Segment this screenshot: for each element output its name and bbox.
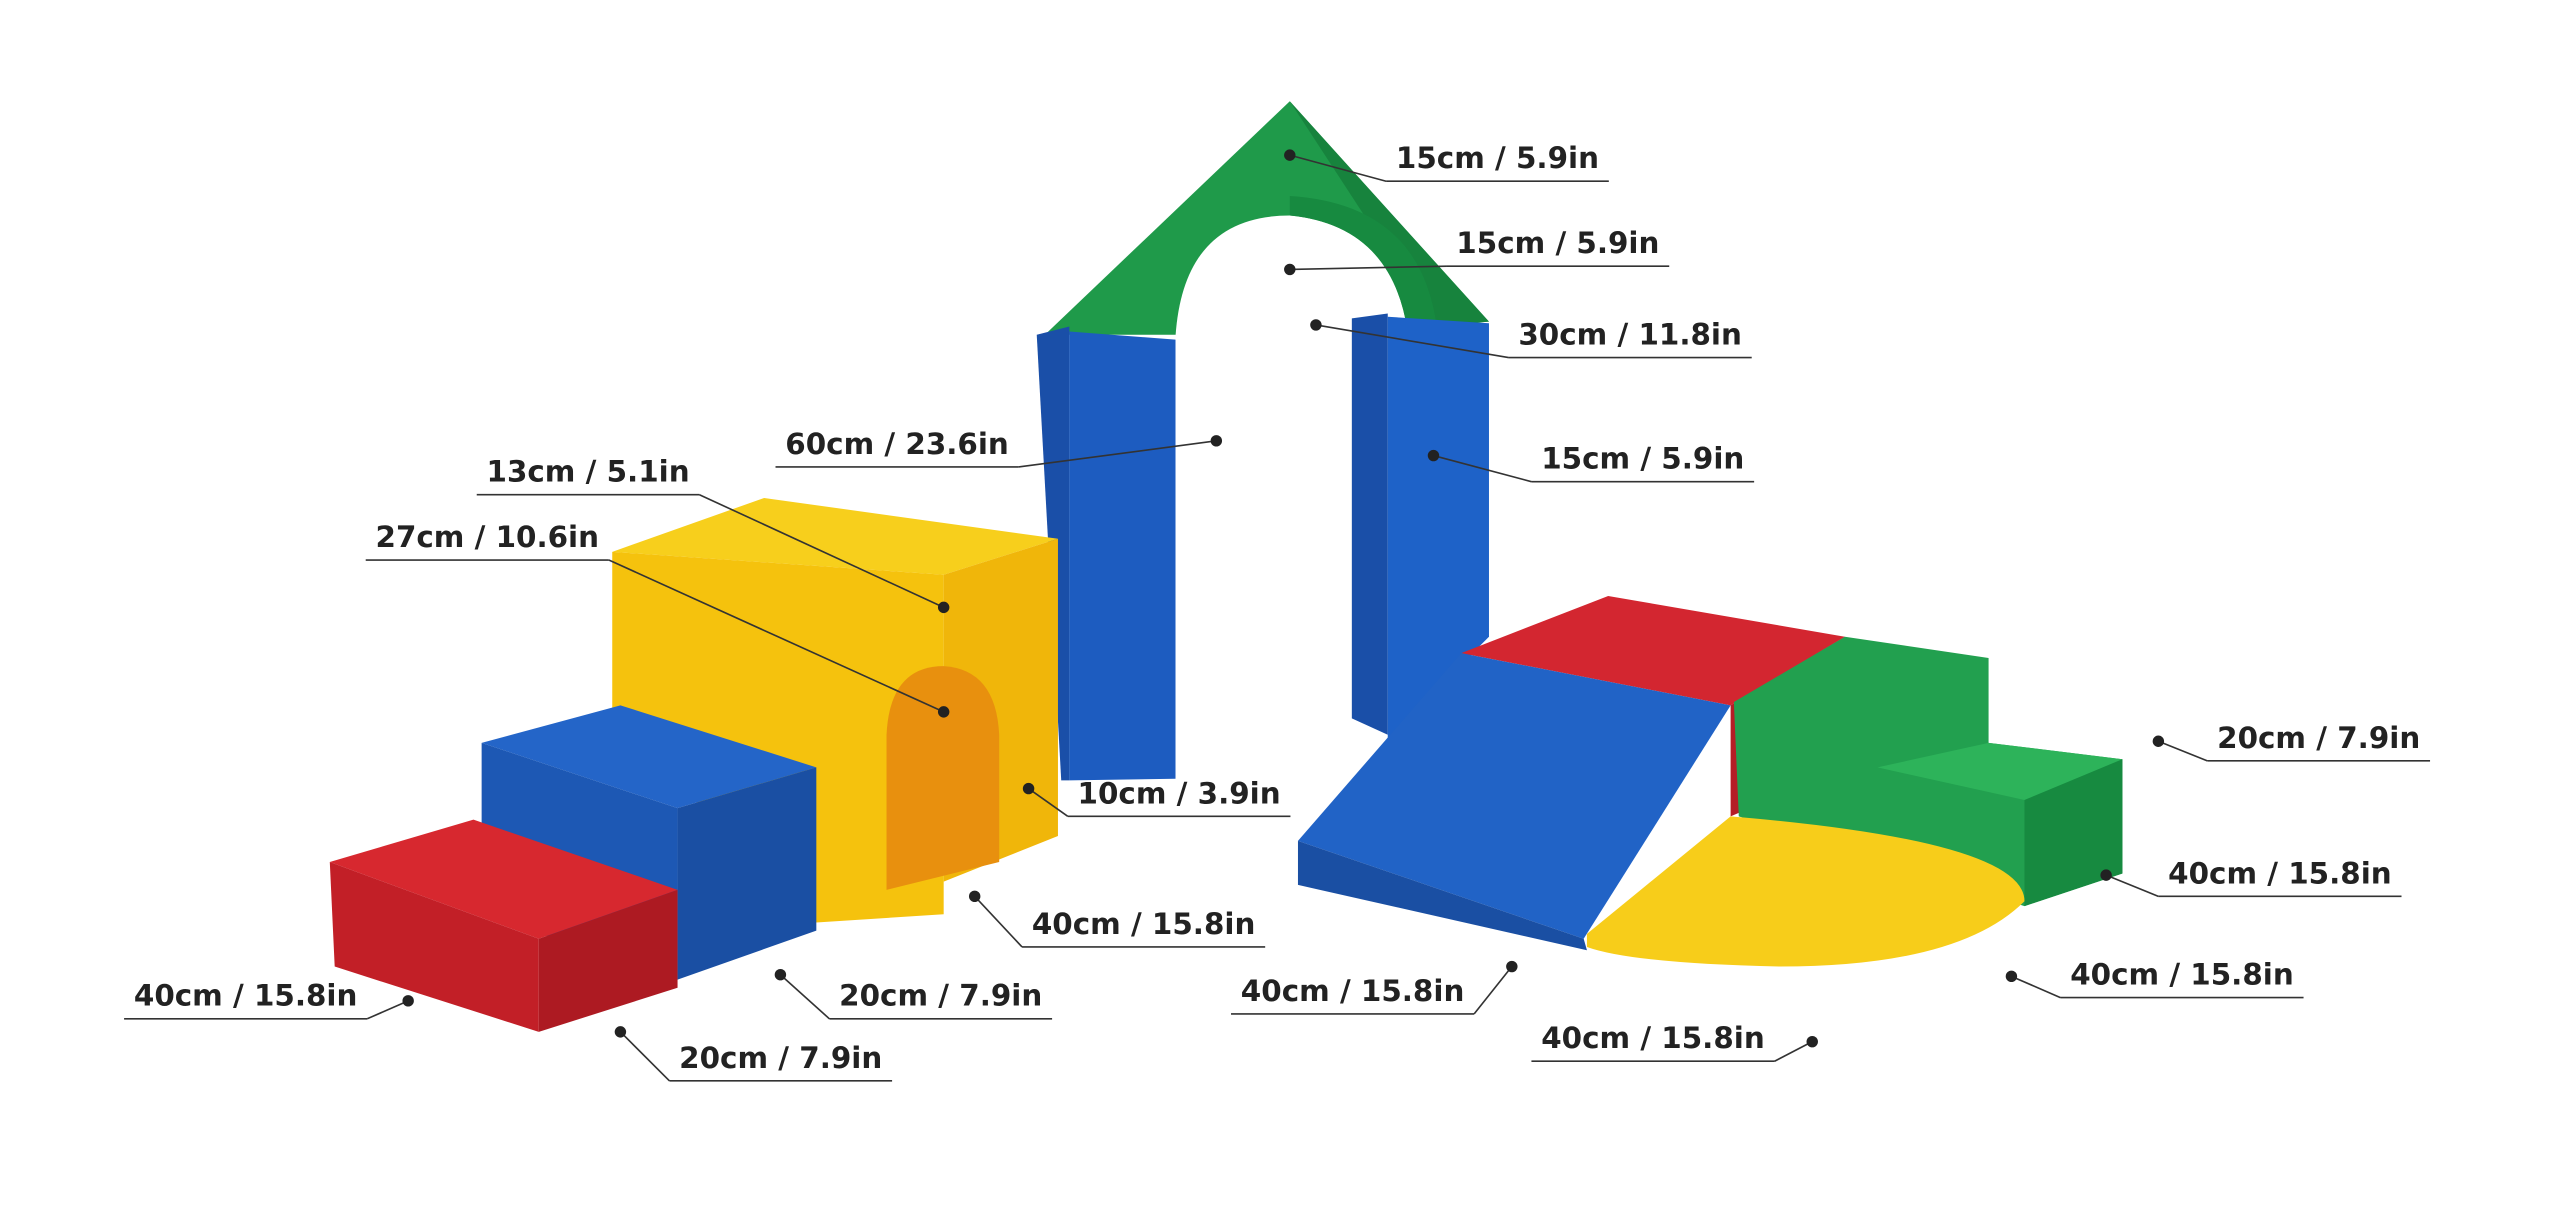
leader-line [779,974,830,1020]
green-arch [1044,101,1489,337]
leader-line [1315,324,1509,359]
dimension-label: 20cm / 7.9in [839,979,1042,1013]
leader-line [366,1000,409,1020]
dimension-label: 40cm / 15.8in [2168,856,2392,890]
dimension-label: 40cm / 15.8in [1541,1021,1765,1055]
leader-dot [1022,782,1035,795]
leader-dot [2152,735,2165,747]
leader-line [1289,154,1387,183]
dimension-annotations: 15cm / 5.9in 15cm / 5.9in 30cm / 11.8in 60c… [124,141,2431,1082]
leader-dot [937,601,950,614]
dimension-label: 20cm / 7.9in [2217,721,2420,755]
leader-dot [937,706,950,718]
dimension-label: 10cm / 3.9in [1078,776,1281,810]
leader-line [1018,440,1217,468]
leader-line [608,559,945,713]
dimension-label: 40cm / 15.8in [134,979,358,1013]
leader-dot [968,890,981,903]
leader-dot [1310,319,1322,331]
yellow-tunnel [612,497,1058,923]
dimension-label: 40cm / 15.8in [2070,958,2294,992]
leader-line [2011,975,2061,999]
leader-line [1433,454,1532,483]
leader-line [619,1031,670,1082]
dimension-label: 20cm / 7.9in [679,1041,882,1075]
leader-line [1473,966,1513,1015]
leader-dot [774,969,787,981]
leader-line [974,895,1023,948]
leader-dot [1284,149,1296,161]
leader-dot [614,1026,627,1038]
dimension-label: 13cm / 5.1in [487,455,690,489]
leader-line [699,493,945,609]
red-step [329,819,678,1032]
leader-line [1028,787,1069,818]
leader-dot [402,995,414,1007]
leader-line [2158,740,2208,762]
leader-dot [1427,449,1440,462]
leader-dot [1506,960,1518,973]
leader-line [1774,1040,1813,1062]
dimension-label: 15cm / 5.9in [1396,141,1599,175]
leader-dot [2100,869,2112,881]
dimension-label: 15cm / 5.9in [1456,226,1659,260]
leader-dot [2005,970,2018,983]
leader-dot [1806,1035,1818,1048]
leader-line [2105,874,2159,898]
dimension-label: 27cm / 10.6in [376,520,600,554]
dimension-label: 30cm / 11.8in [1518,318,1742,352]
dimension-label: 40cm / 15.8in [1032,907,1256,941]
dimension-label: 60cm / 23.6in [785,427,1009,461]
dimension-label: 15cm / 5.9in [1541,442,1744,476]
right-set [1297,595,2123,967]
blue-pillars [1036,313,1489,781]
leader-line [1289,265,1447,271]
leader-dot [1210,435,1223,447]
leader-dot [1284,263,1296,276]
dimension-label: 40cm / 15.8in [1241,974,1465,1008]
